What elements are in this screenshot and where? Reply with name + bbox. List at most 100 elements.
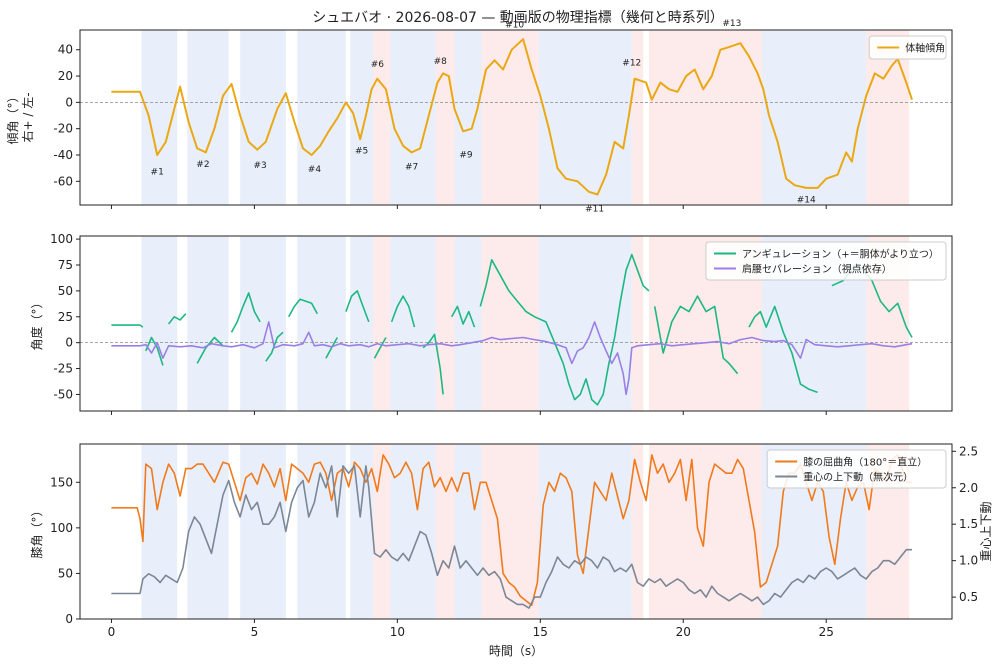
phase-band-14 xyxy=(761,30,867,205)
panel-1: #1 #2 #3 #4 #5 #6 #7 #8 #9 #10 #11 #12 #13 #14 40 20 0 -2… xyxy=(6,19,953,215)
x-tick-label: 15 xyxy=(533,625,548,639)
y-right-tick-label: 2.0 xyxy=(959,481,978,495)
phase-band-6 xyxy=(373,444,391,619)
phase-band-13 xyxy=(648,30,762,205)
y-tick-label: 150 xyxy=(50,475,73,489)
phase-band-11 xyxy=(538,444,632,619)
turn-label: #10 xyxy=(505,20,524,30)
y-right-tick-label: 1.5 xyxy=(959,517,978,531)
phase-band-12 xyxy=(631,30,644,205)
y-tick-label: -60 xyxy=(53,174,73,188)
y-tick-label: 0 xyxy=(65,336,73,350)
turn-label: #8 xyxy=(434,57,448,67)
plot-frame xyxy=(79,443,953,620)
plot-frame xyxy=(79,29,953,206)
phase-band-1 xyxy=(141,236,178,411)
phase-band-4 xyxy=(297,444,346,619)
phase-band-3 xyxy=(240,236,286,411)
y-tick-label: -50 xyxy=(53,387,73,401)
x-tick-label: 5 xyxy=(251,625,259,639)
phase-band-10 xyxy=(481,236,539,411)
phase-band-9 xyxy=(454,30,482,205)
phase-band-11 xyxy=(538,30,632,205)
phase-band-1 xyxy=(141,444,178,619)
y-tick-label: 20 xyxy=(58,69,73,83)
phase-band-2 xyxy=(187,444,229,619)
series-line-separation xyxy=(111,321,913,396)
y-tick-label: 50 xyxy=(58,284,73,298)
y-axis-label: 膝角（°） xyxy=(30,504,44,558)
x-tick-label: 20 xyxy=(676,625,691,639)
y-right-tick-label: 2.5 xyxy=(959,444,978,458)
panel-2: 100 75 50 25 0 -25 -50 角度（°） アンギュレーション（+＝胴体がより立つ… xyxy=(29,232,953,415)
chart-title: シュエバオ · 2026-08-07 — 動画版の物理指標（幾何と時系列） xyxy=(312,10,724,26)
series-line-tilt xyxy=(111,38,913,196)
y-tick-label: 50 xyxy=(58,566,73,580)
y-axis-label: 右+ / 左- xyxy=(20,92,35,142)
phase-band-11 xyxy=(538,236,632,411)
y-tick-label: 100 xyxy=(50,521,73,535)
series-line-com xyxy=(111,465,912,609)
series-line-knee xyxy=(111,454,912,607)
turn-label: #2 xyxy=(196,160,209,170)
y-tick-label: -20 xyxy=(53,122,73,136)
y-tick-label: 40 xyxy=(58,43,73,57)
turn-label: #14 xyxy=(797,195,816,205)
phase-band-12 xyxy=(631,444,644,619)
legend: 体軸傾角 xyxy=(868,35,947,60)
phase-band-9 xyxy=(454,236,482,411)
legend-box xyxy=(868,35,947,60)
phase-band-10 xyxy=(481,30,539,205)
y-right-tick-label: 0.5 xyxy=(959,590,978,604)
turn-label: #6 xyxy=(371,60,385,70)
phase-band-6 xyxy=(373,30,391,205)
phase-band-6 xyxy=(373,236,391,411)
phase-band-2 xyxy=(187,30,229,205)
phase-band-13 xyxy=(648,444,762,619)
y-tick-label: 25 xyxy=(58,310,73,324)
turn-label: #9 xyxy=(459,151,473,161)
turn-label: #5 xyxy=(355,147,368,157)
phase-band-5 xyxy=(350,236,374,411)
phase-band-7 xyxy=(390,444,436,619)
legend-entry: 膝の屈曲角（180°＝直立） xyxy=(803,456,927,469)
x-tick-label: 25 xyxy=(819,625,834,639)
y-axis-label: 角度（°） xyxy=(29,296,44,350)
y-tick-label: 75 xyxy=(58,258,73,272)
turn-label: #3 xyxy=(253,161,266,171)
phase-band-4 xyxy=(297,236,346,411)
phase-band-2 xyxy=(187,236,229,411)
x-tick-label: 0 xyxy=(108,625,116,639)
x-tick-label: 10 xyxy=(390,625,405,639)
turn-label: #11 xyxy=(585,205,604,215)
turn-label: #13 xyxy=(722,19,741,29)
legend-box xyxy=(705,241,947,281)
legend-box xyxy=(766,449,947,489)
turn-label: #12 xyxy=(622,59,641,69)
panel-3: 150 100 50 0 2.5 2.0 1.5 1.0 0.5 0 5 10 15 20 25 膝角（°） 重… xyxy=(30,443,993,639)
legend-entry: 肩腰セパレーション（視点依存） xyxy=(742,263,892,276)
legend-entry: 体軸傾角 xyxy=(905,42,945,55)
legend: アンギュレーション（+＝胴体がより立つ） 肩腰セパレーション（視点依存） xyxy=(705,241,947,281)
phase-band-8 xyxy=(435,30,455,205)
y-tick-label: -40 xyxy=(53,148,73,162)
phase-band-5 xyxy=(350,30,374,205)
turn-label: #7 xyxy=(405,162,418,172)
panels: #1 #2 #3 #4 #5 #6 #7 #8 #9 #10 #11 #12 #13 #14 40 20 0 -2… xyxy=(6,19,993,639)
y-tick-label: 0 xyxy=(65,612,73,626)
y-tick-label: -25 xyxy=(53,362,73,376)
phase-band-9 xyxy=(454,444,482,619)
y-axis-label: 傾角（°） xyxy=(6,90,20,144)
phase-band-8 xyxy=(435,444,455,619)
phase-band-10 xyxy=(481,444,539,619)
plot-frame xyxy=(79,235,953,412)
y-right-axis-label: 重心上下動 xyxy=(979,501,993,561)
phase-band-3 xyxy=(240,30,286,205)
legend-entry: アンギュレーション（+＝胴体がより立つ） xyxy=(742,248,939,261)
y-right-tick-label: 1.0 xyxy=(959,554,978,568)
y-tick-label: 100 xyxy=(50,232,73,246)
y-tick-label: 0 xyxy=(65,95,73,109)
turn-label: #4 xyxy=(308,165,322,175)
phase-band-5 xyxy=(350,444,374,619)
